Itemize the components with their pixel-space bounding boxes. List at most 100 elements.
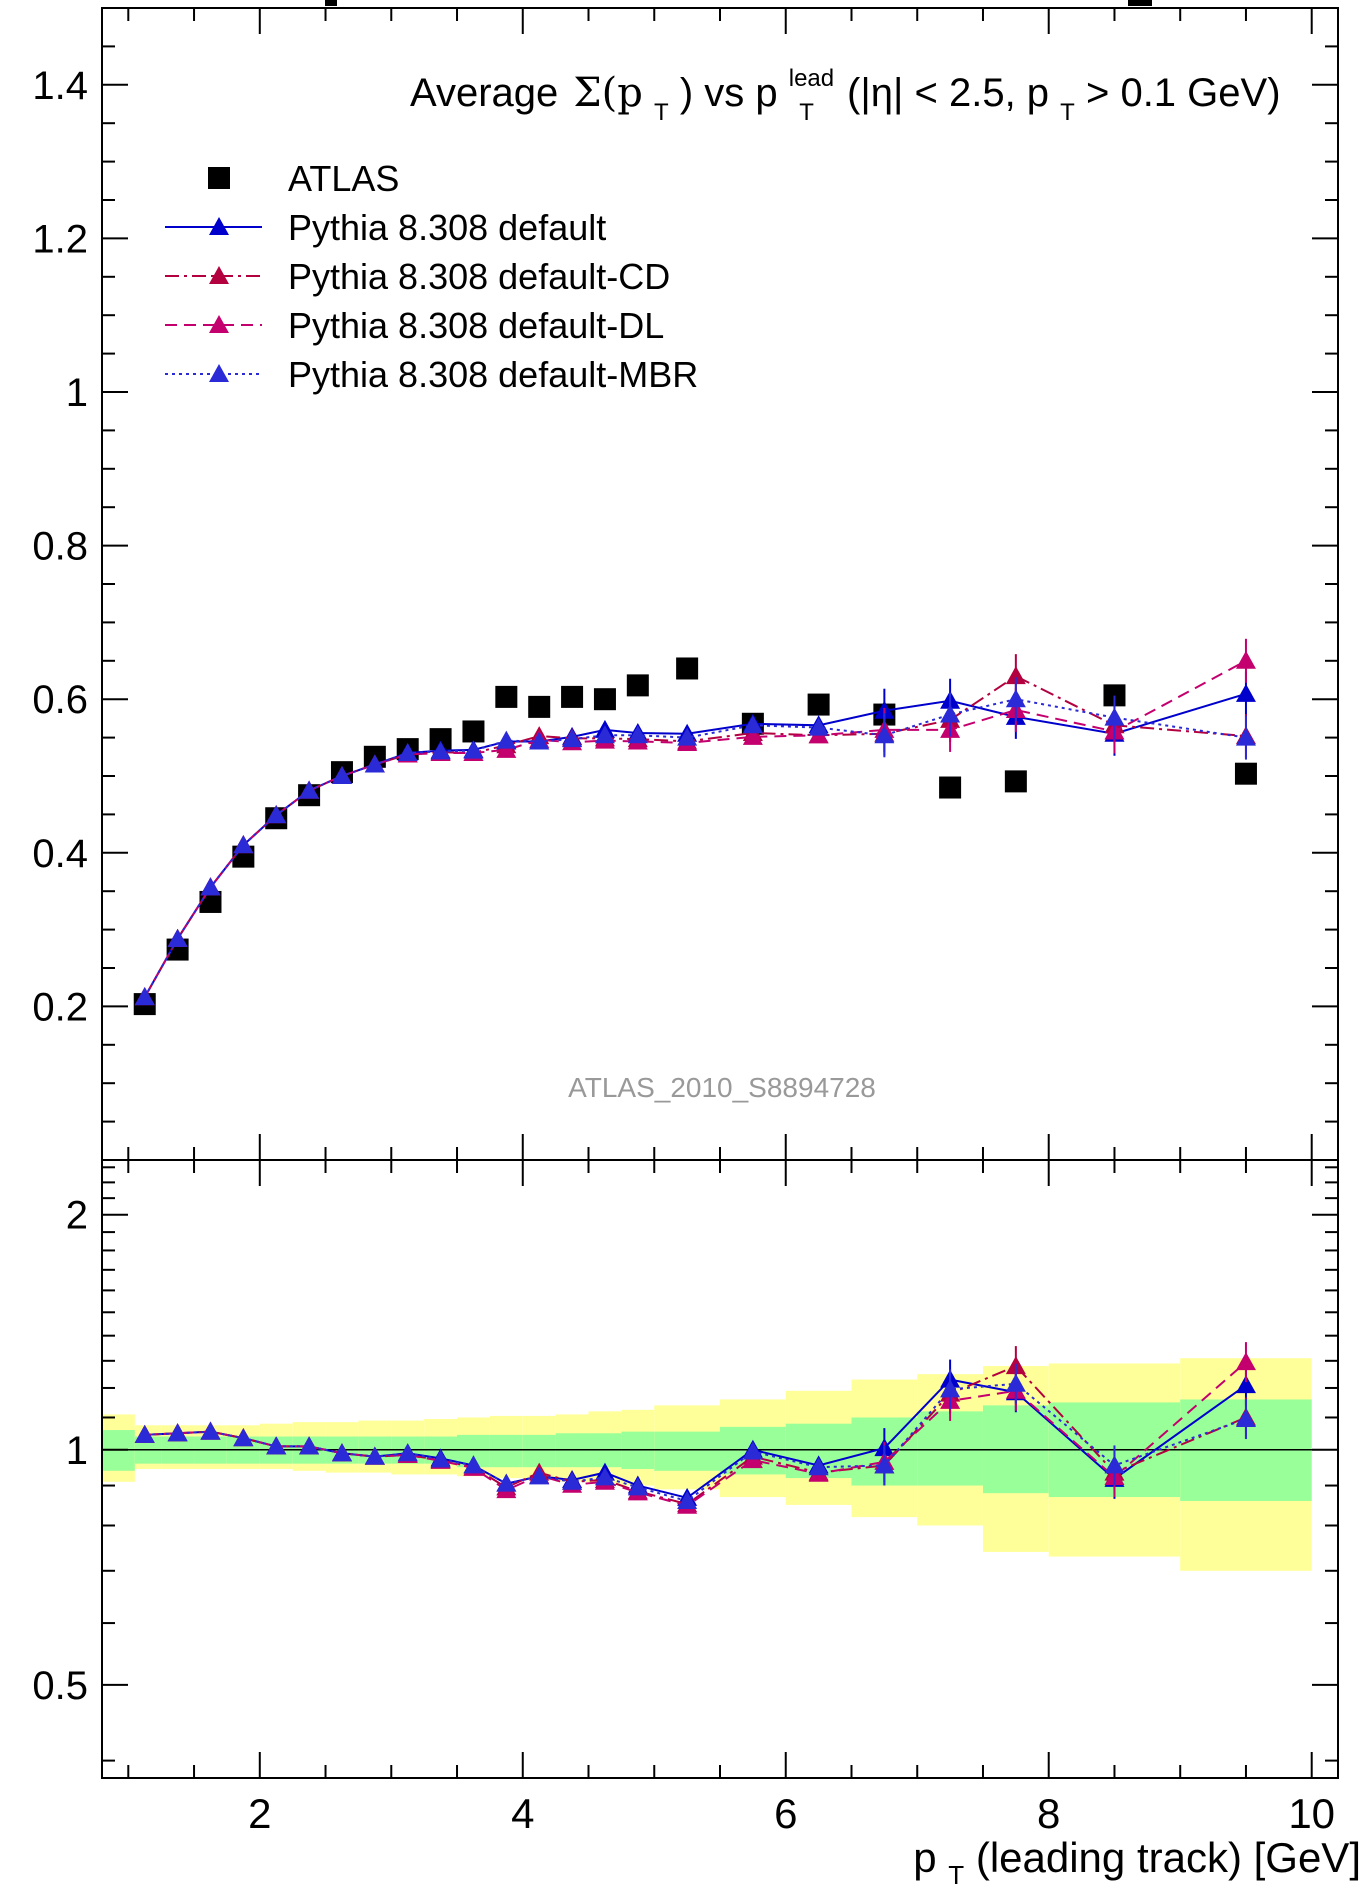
ratio-point [874,1455,895,1474]
legend-label: Pythia 8.308 default-CD [288,256,670,297]
x-axis-label-sub: T [948,1860,964,1888]
y-tick-label: 0.6 [32,678,88,722]
ratio-point [364,1446,385,1465]
data-point [627,725,648,744]
data-point [266,805,287,824]
band-inner-segment [917,1411,983,1486]
clipped-header-residue [325,0,1152,6]
title-sub-3: T [1060,99,1075,126]
x-axis-label-p: p [913,1834,936,1881]
ratio-point [1104,1455,1125,1474]
ratio-point [299,1436,320,1455]
data-point [496,739,517,758]
y-tick-label: 0.8 [32,525,88,569]
ratio-point [496,1473,517,1492]
ratio-point [594,1467,615,1486]
series-2 [134,654,1256,1006]
data-point [134,987,155,1006]
data-point [331,766,352,784]
band-inner-segment [522,1434,556,1468]
band-inner-segment [654,1431,720,1471]
x-tick-label: 4 [511,1790,534,1837]
chart-title: Average Σ(p T ) vs p lead T (|η| < 2.5, … [410,51,1281,129]
series-0 [133,657,1257,1016]
data-point-atlas [1103,684,1126,707]
data-point-atlas [528,695,551,718]
data-point [677,727,698,746]
ratio-point [677,1490,698,1509]
title-sigma: Σ(p [573,70,643,116]
legend-label: Pythia 8.308 default [288,207,606,248]
legend-label: ATLAS [288,158,399,199]
series-3 [134,638,1256,1006]
analysis-label: ATLAS_2010_S8894728 [568,1072,876,1103]
y-tick-label: 0.4 [32,832,88,876]
title-lead-sup: lead [789,65,834,92]
ratio-point [529,1466,550,1485]
data-point [594,725,615,744]
x-tick-label: 8 [1037,1790,1060,1837]
ratio-line [144,1361,1247,1507]
data-point-atlas [429,728,452,751]
data-point [562,729,583,748]
ratio-point [233,1428,254,1447]
data-point [1005,689,1026,708]
data-point [1235,683,1256,702]
ratio-series-3 [134,1363,1256,1509]
data-point [200,877,221,896]
ratio-point [463,1455,484,1474]
ratio-series [134,1342,1256,1514]
legend-marker [209,315,229,333]
x-tick-label: 10 [1288,1790,1335,1837]
legend-marker [209,266,229,284]
data-point-atlas [1004,770,1027,793]
title-average: Average [410,71,558,115]
ratio-uncertainty-bands [102,1358,1338,1571]
data-point [1005,666,1026,685]
data-point [364,754,385,773]
data-point [874,725,895,744]
data-point [1235,727,1256,746]
data-point [167,928,188,947]
series-4 [134,677,1256,1006]
band-inner-segment [489,1434,523,1468]
data-point [529,731,550,750]
title-eta: (|η| < 2.5, p [847,71,1049,115]
ratio-y-tick-label: 1 [66,1429,88,1473]
data-point [1235,650,1256,669]
ratio-point [266,1436,287,1455]
ratio-point [1235,1409,1256,1428]
ratio-point [397,1443,418,1462]
ratio-y-tick-label: 2 [66,1194,88,1238]
ratio-line [144,1382,1247,1503]
title-vs-p: ) vs p [680,71,778,115]
data-point [1104,707,1125,726]
data-point [496,730,517,749]
legend-label: Pythia 8.308 default-DL [288,305,664,346]
data-point [742,726,763,745]
x-tick-label: 2 [248,1790,271,1837]
ratio-point [562,1471,583,1490]
x-axis-label: p T (leading track) [GeV] [913,1834,1361,1888]
ratio-point [627,1477,648,1496]
title-cut: > 0.1 GeV) [1086,71,1281,115]
title-sub-2: T [799,99,814,126]
data-point [940,704,961,723]
data-point-atlas [462,720,485,743]
series-line [143,659,1247,998]
data-point [233,835,254,854]
ratio-point [1235,1352,1256,1371]
data-point-atlas [561,685,584,708]
data-point [299,780,320,799]
y-tick-label: 1.2 [32,217,88,261]
legend-marker [209,217,229,235]
data-point [397,742,418,761]
y-tick-label: 1.4 [32,64,88,108]
ratio-point [134,1424,155,1443]
title-sub-1: T [654,99,669,126]
data-point-atlas [593,688,616,711]
ratio-point [331,1443,352,1462]
data-point-atlas [807,693,830,716]
ratio-point [1235,1375,1256,1394]
ratio-point [1005,1373,1026,1392]
